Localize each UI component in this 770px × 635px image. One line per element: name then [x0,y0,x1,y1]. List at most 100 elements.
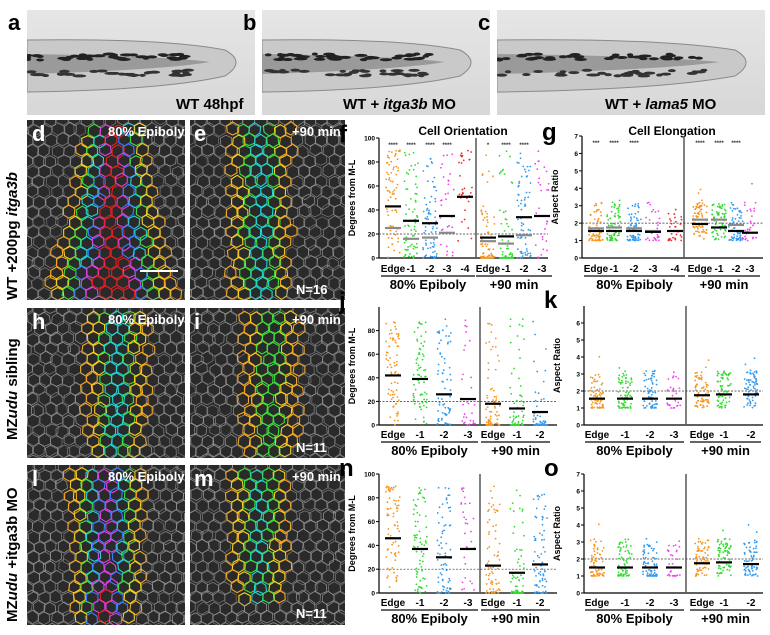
data-point [489,421,492,424]
y-tick-label: 40 [368,208,376,215]
data-point [464,344,467,347]
data-point [486,394,488,397]
data-point [707,392,710,394]
data-point [443,529,446,532]
data-point [634,212,637,215]
cell-outline [33,442,45,457]
data-point [626,235,629,238]
x-tick-label: Edge [690,598,715,609]
data-point [628,391,630,394]
data-point [671,562,674,565]
cell-outline [177,235,185,250]
data-point [490,570,493,573]
data-point [394,209,397,212]
data-point [675,392,678,395]
data-point [459,174,461,177]
data-point [753,357,756,360]
data-point [518,182,520,185]
data-point [592,395,595,398]
data-point [620,402,623,405]
cell-outline [39,412,52,428]
data-point [743,405,745,408]
data-point [754,402,757,404]
cell-outline [190,362,196,376]
x-tick-label: -2 [630,264,639,275]
data-point [593,543,595,546]
cell-outline [163,194,177,210]
data-point [697,573,700,576]
pigment-spot [694,70,707,74]
data-point [610,237,613,240]
data-point [437,576,440,579]
cell-outline [274,370,287,387]
data-point [395,165,398,168]
data-point [740,214,742,217]
data-point [753,551,756,554]
data-point [697,549,700,552]
cell-outline [197,321,210,336]
data-point [416,545,419,548]
cell-outline [92,360,106,376]
data-point [507,225,510,228]
data-point [445,414,448,417]
data-point [418,321,421,324]
data-point [485,408,487,411]
data-point [394,540,397,543]
data-point [496,589,499,592]
data-point [731,209,734,212]
data-point [392,515,395,518]
data-point [441,417,443,420]
cell-outline [45,423,59,438]
data-point [486,547,489,550]
data-point [486,243,489,246]
data-point [539,573,542,576]
cell-outline [67,518,80,533]
cell-outline [190,552,193,562]
data-point [700,560,703,562]
y-tick-label: 4 [574,186,578,193]
y-tick-label: 20 [368,567,376,574]
data-point [443,412,446,415]
data-point [699,188,702,191]
data-point [393,249,396,252]
data-point [520,202,522,205]
data-point [409,197,412,200]
data-point [422,170,425,172]
data-point [487,574,490,577]
data-point [753,566,756,568]
data-point [511,253,514,256]
data-point [724,209,727,212]
data-point [449,173,452,175]
cell-outline [84,611,99,625]
data-point [711,213,713,216]
data-point [486,521,489,524]
data-point [470,530,472,533]
cell-outline [177,320,185,335]
cell-outline [74,164,88,178]
data-point [440,339,442,342]
cell-outline [91,274,105,290]
data-point [627,406,629,409]
data-point [593,204,596,207]
cell-outline [146,487,160,502]
data-point [391,337,394,340]
y-tick-label: 40 [368,543,376,550]
data-point [674,238,677,241]
data-point [486,221,489,224]
data-point [666,574,669,577]
data-point [439,216,442,219]
cell-outline [151,341,166,356]
data-point [704,542,707,544]
data-point [695,553,698,556]
cell-outline [322,163,336,178]
data-point [535,507,538,510]
data-point [594,374,597,377]
data-point [463,556,466,559]
data-point [387,489,390,491]
data-point [464,532,466,535]
data-point [495,509,498,512]
cell-outline [328,383,342,398]
cell-outline [340,520,345,532]
data-point [711,204,714,207]
data-point [410,243,413,246]
